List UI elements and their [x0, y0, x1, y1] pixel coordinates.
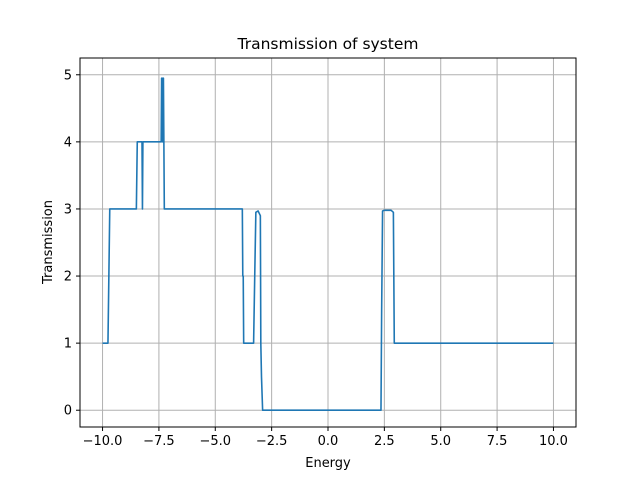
x-axis-label: Energy [305, 456, 351, 471]
x-tick-label: 0.0 [318, 434, 339, 449]
transmission-series-line [102, 77, 554, 412]
y-tick-label: 2 [64, 270, 72, 285]
x-tick-label: 10.0 [539, 434, 568, 449]
grid [80, 58, 576, 427]
series-layer [102, 77, 554, 412]
y-tick-label: 4 [64, 135, 72, 150]
y-tick-label: 3 [64, 202, 72, 217]
y-axis: 0 1 2 3 4 5 [64, 68, 80, 419]
chart-title: Transmission of system [237, 35, 419, 53]
x-tick-label: −7.5 [143, 434, 175, 449]
y-tick-label: 1 [64, 337, 72, 352]
y-tick-label: 0 [64, 404, 72, 419]
x-tick-label: 5.0 [430, 434, 451, 449]
x-tick-label: 7.5 [487, 434, 508, 449]
x-tick-label: −5.0 [199, 434, 231, 449]
x-tick-label: −10.0 [83, 434, 123, 449]
y-axis-label: Transmission [41, 200, 56, 285]
x-axis: −10.0 −7.5 −5.0 −2.5 0.0 2.5 5.0 7.5 10.0 [83, 427, 568, 449]
x-tick-label: 2.5 [374, 434, 395, 449]
y-tick-label: 5 [64, 68, 72, 83]
x-tick-label: −2.5 [256, 434, 288, 449]
